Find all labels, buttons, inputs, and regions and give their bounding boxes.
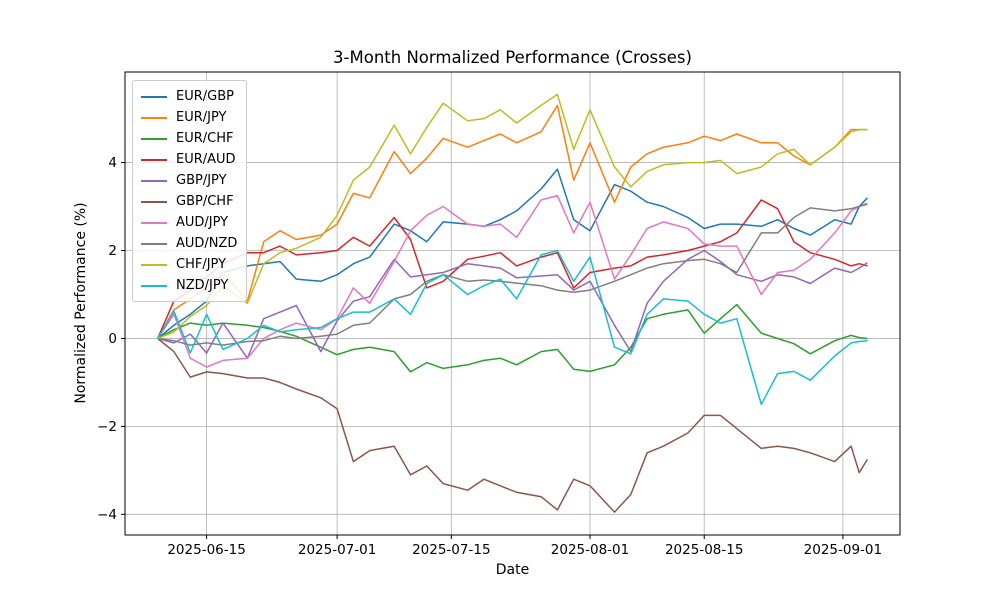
series-line-nzd-jpy <box>156 249 868 406</box>
x-tick-label: 2025-08-01 <box>551 542 629 558</box>
legend-label: EUR/JPY <box>176 110 227 125</box>
legend-line-swatch <box>141 137 167 140</box>
legend-label: AUD/NZD <box>176 236 238 251</box>
legend-label: EUR/GBP <box>176 89 234 104</box>
legend-label: AUD/JPY <box>176 215 229 230</box>
legend-label: CHF/JPY <box>176 257 227 272</box>
series-line-chf-jpy <box>157 93 868 340</box>
y-tick-label: −4 <box>97 507 117 523</box>
series-line-aud-jpy <box>156 194 868 368</box>
legend-item-gbp-jpy: GBP/JPY <box>141 170 237 191</box>
legend-label: NZD/JPY <box>176 278 229 293</box>
y-axis-label: Normalized Performance (%) <box>73 202 89 404</box>
series-line-gbp-jpy <box>157 249 868 359</box>
x-tick-label: 2025-08-15 <box>665 542 743 558</box>
legend-line-swatch <box>141 200 167 203</box>
gridlines <box>125 72 900 535</box>
legend-item-nzd-jpy: NZD/JPY <box>141 275 237 296</box>
x-tick-label: 2025-07-15 <box>412 542 490 558</box>
legend-line-swatch <box>141 116 167 119</box>
legend-line-swatch <box>141 179 167 182</box>
legend-label: EUR/CHF <box>176 131 234 146</box>
x-tick-label: 2025-06-15 <box>167 542 245 558</box>
legend-item-eur-chf: EUR/CHF <box>141 128 237 149</box>
legend-item-gbp-chf: GBP/CHF <box>141 191 237 212</box>
legend-line-swatch <box>141 242 167 245</box>
legend-item-chf-jpy: CHF/JPY <box>141 254 237 275</box>
x-tick-label: 2025-07-01 <box>298 542 376 558</box>
tick-labels: 2025-06-15 2025-07-01 2025-07-15 2025-08-01… <box>97 155 882 558</box>
legend-item-eur-aud: EUR/AUD <box>141 149 237 170</box>
legend-line-swatch <box>141 158 167 161</box>
legend-label: GBP/JPY <box>176 173 227 188</box>
y-tick-label: −2 <box>97 419 117 435</box>
series-line-eur-gbp <box>157 168 868 340</box>
legend-label: EUR/AUD <box>176 152 236 167</box>
legend-line-swatch <box>141 221 167 224</box>
tick-marks <box>121 162 844 539</box>
legend-item-aud-nzd: AUD/NZD <box>141 233 237 254</box>
legend-item-aud-jpy: AUD/JPY <box>141 212 237 233</box>
legend-line-swatch <box>141 95 167 98</box>
legend-item-eur-gbp: EUR/GBP <box>141 86 237 107</box>
x-tick-label: 2025-09-01 <box>804 542 882 558</box>
series-line-gbp-chf <box>157 337 869 513</box>
series-line-eur-aud <box>156 199 868 339</box>
series-line-eur-jpy <box>156 104 868 339</box>
plot-spines <box>124 71 901 536</box>
series-line-aud-nzd <box>157 202 868 346</box>
legend: EUR/GBP EUR/JPY EUR/CHF EUR/AUD GBP/JPY GBP/C… <box>132 80 248 302</box>
y-tick-label: 0 <box>108 331 117 347</box>
x-axis-label: Date <box>495 562 530 578</box>
legend-line-swatch <box>141 284 167 287</box>
legend-item-eur-jpy: EUR/JPY <box>141 107 237 128</box>
chart-title: 3-Month Normalized Performance (Crosses) <box>333 48 692 67</box>
legend-label: GBP/CHF <box>176 194 234 209</box>
y-tick-label: 4 <box>108 155 117 171</box>
y-tick-label: 2 <box>108 243 117 259</box>
legend-line-swatch <box>141 263 167 266</box>
